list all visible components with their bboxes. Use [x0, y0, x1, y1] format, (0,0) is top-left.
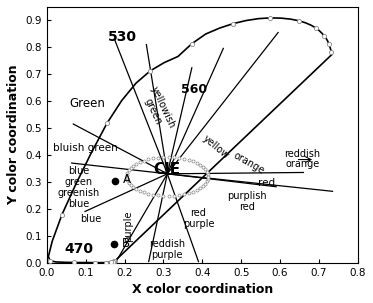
Text: yellowish
green: yellowish green [139, 84, 177, 134]
Text: 470: 470 [65, 242, 94, 256]
Text: 560: 560 [181, 82, 207, 95]
Y-axis label: Y color coordination: Y color coordination [7, 65, 20, 205]
Text: blue: blue [80, 214, 101, 224]
Text: A: A [123, 173, 131, 186]
Text: reddish
orange: reddish orange [285, 148, 321, 169]
Text: orange: orange [232, 151, 266, 176]
Text: purplish
red: purplish red [227, 191, 267, 212]
Text: yellow: yellow [201, 133, 231, 161]
Text: red
purple: red purple [183, 208, 214, 229]
Text: blue
green: blue green [65, 166, 93, 187]
Text: B: B [122, 237, 129, 250]
X-axis label: X color coordination: X color coordination [132, 283, 273, 296]
Text: 530: 530 [108, 30, 137, 44]
Text: CIE: CIE [153, 162, 180, 177]
Text: bluish green: bluish green [53, 143, 117, 153]
Text: greenish
blue: greenish blue [57, 188, 100, 209]
Text: reddish
purple: reddish purple [149, 239, 185, 260]
Text: Green: Green [70, 97, 106, 110]
Text: red: red [258, 178, 275, 188]
Text: purple: purple [123, 211, 133, 242]
